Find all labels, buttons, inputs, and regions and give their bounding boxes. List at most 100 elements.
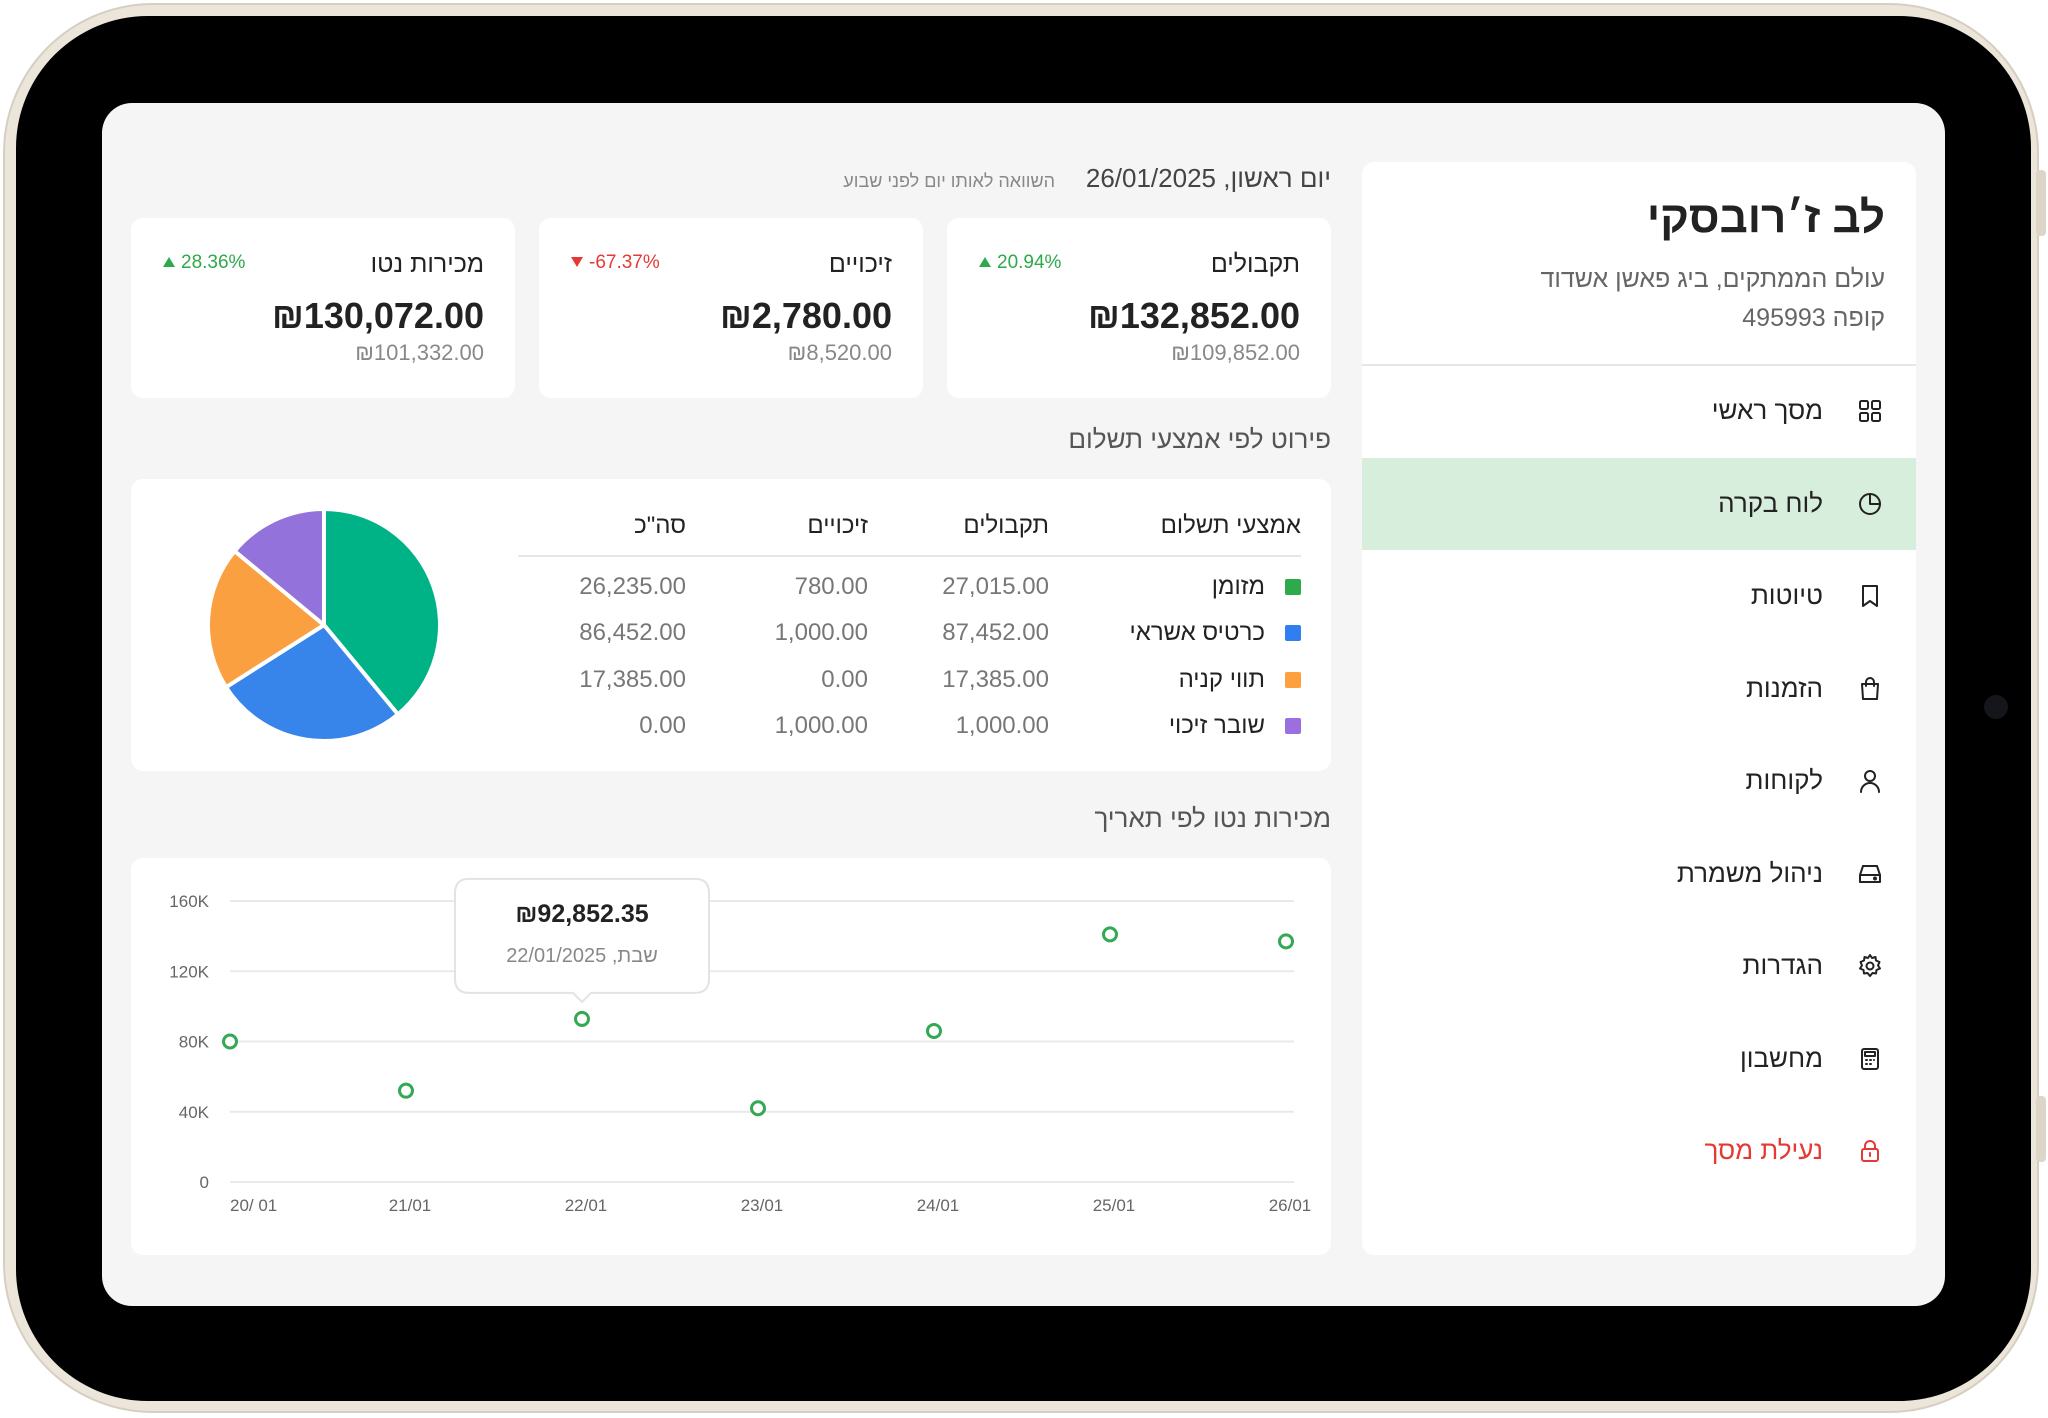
table-cell: 26,235.00 <box>579 573 686 600</box>
pie-slice <box>232 507 326 627</box>
menu-item[interactable]: ניהול משמרת <box>1362 828 1916 920</box>
table-cell: 1,000.00 <box>774 619 868 647</box>
y-tick-label: 80K <box>179 1033 210 1052</box>
menu-label: ניהול משמרת <box>1676 857 1823 888</box>
menu-item[interactable]: מסך ראשי <box>1362 365 1916 457</box>
menu-icon <box>1861 1140 1879 1162</box>
kpi-previous: ₪8,520.00 <box>787 340 892 365</box>
comparison-note: השוואה לאותו יום לפני שבוע <box>843 171 1055 191</box>
kpi-title: זיכויים <box>828 250 892 278</box>
data-point <box>1102 926 1118 943</box>
x-tick-label: 21/01 <box>389 1196 432 1215</box>
side-button <box>2036 170 2046 236</box>
payment-method: מזומן <box>1211 573 1265 600</box>
pie-slice <box>206 549 326 690</box>
table-divider <box>518 555 1301 557</box>
camera <box>1984 695 2008 719</box>
trend-arrow <box>979 257 991 267</box>
table-cell: 27,015.00 <box>942 573 1049 600</box>
y-tick-label: 40K <box>179 1103 210 1122</box>
menu-item[interactable]: לקוחות <box>1362 735 1916 827</box>
menu-label: לקוחות <box>1745 765 1823 795</box>
pie-chart <box>206 507 442 743</box>
payment-method: שובר זיכוי <box>1168 711 1265 739</box>
table-cell: 0.00 <box>639 711 686 739</box>
kpi-title: מכירות נטו <box>370 250 484 278</box>
menu-icon <box>1860 770 1880 793</box>
kpi-value: ₪132,852.00 <box>1088 295 1300 336</box>
data-point <box>926 1022 942 1039</box>
x-tick-label: 20/ 01 <box>230 1196 277 1215</box>
menu-label: טיוטות <box>1750 580 1823 610</box>
menu-item[interactable]: הגדרות <box>1362 920 1916 1012</box>
data-point <box>222 1033 238 1050</box>
divider <box>1362 364 1916 366</box>
data-point <box>398 1082 414 1099</box>
kpi-value: ₪130,072.00 <box>272 295 484 336</box>
section-title: פירוט לפי אמצעי תשלום <box>1068 424 1331 454</box>
line-chart: 0 40K 80K 120K 160K 20/ 01 21/01 22/01 23/01 24/0… <box>169 877 1312 1215</box>
table-cell: 17,385.00 <box>579 665 686 693</box>
legend-swatch <box>1285 671 1301 688</box>
tooltip-date: שבת, 22/01/2025 <box>506 945 658 967</box>
data-point <box>750 1100 766 1117</box>
section-title: מכירות נטו לפי תאריך <box>1094 803 1331 833</box>
menu-item[interactable]: נעילת מסך <box>1362 1105 1916 1197</box>
menu-icon <box>1859 954 1881 977</box>
menu-item[interactable]: טיוטות <box>1362 550 1916 642</box>
payment-method: תווי קניה <box>1178 665 1265 693</box>
y-tick-label: 160K <box>169 892 209 911</box>
kpi-card: מכירות נטו ₪130,072.00 ₪101,332.00 28.36% <box>131 218 515 398</box>
kpi-change: 28.36% <box>181 252 246 273</box>
kpi-change: -67.37% <box>589 252 660 273</box>
trend-arrow <box>163 257 175 267</box>
tooltip-box <box>454 877 710 1004</box>
menu-icon <box>1859 400 1881 422</box>
kpi-card: תקבולים ₪132,852.00 ₪109,852.00 20.94% <box>947 218 1331 398</box>
table-header: זיכויים <box>807 512 868 539</box>
register-id: קופה 495993 <box>1742 304 1885 332</box>
x-tick-label: 25/01 <box>1093 1196 1136 1215</box>
menu-icon <box>1861 1047 1879 1070</box>
table-header: אמצעי תשלום <box>1160 512 1301 539</box>
menu-label: הזמנות <box>1745 672 1823 703</box>
table-cell: 86,452.00 <box>579 619 686 647</box>
breakdown-card: אמצעי תשלום תקבולים זיכויים סה"כ מזומן 27,015… <box>131 479 1331 771</box>
table-cell: 780.00 <box>794 573 868 600</box>
pie-slice <box>224 623 400 743</box>
legend-swatch <box>1285 625 1301 642</box>
kpi-previous: ₪101,332.00 <box>355 340 484 365</box>
kpi-change: 20.94% <box>997 252 1062 273</box>
kpi-title: תקבולים <box>1210 250 1300 278</box>
sidebar: לב ז׳רובסקי עולם הממתקים, ביג פאשן אשדוד… <box>1362 162 1916 1255</box>
menu-item[interactable]: לוח בקרה <box>1362 457 1916 550</box>
chart-card: 0 40K 80K 120K 160K 20/ 01 21/01 22/01 23/01 24/0… <box>131 858 1331 1255</box>
y-tick-label: 120K <box>169 962 209 981</box>
tooltip-value: ₪92,852.35 <box>515 900 648 928</box>
menu-item[interactable]: מחשבון <box>1362 1013 1916 1105</box>
menu-label: נעילת מסך <box>1704 1135 1823 1165</box>
menu-label: הגדרות <box>1742 950 1824 980</box>
x-tick-label: 24/01 <box>917 1196 960 1215</box>
store-name: עולם הממתקים, ביג פאשן אשדוד <box>1540 265 1886 293</box>
table-cell: 1,000.00 <box>955 711 1049 739</box>
table-cell: 17,385.00 <box>942 665 1049 693</box>
table-header: סה"כ <box>634 512 686 539</box>
table-cell: 1,000.00 <box>774 711 868 739</box>
menu-icon <box>1861 676 1879 700</box>
x-tick-label: 23/01 <box>741 1196 784 1215</box>
legend-swatch <box>1285 579 1301 595</box>
kpi-value: ₪2,780.00 <box>720 295 892 336</box>
trend-arrow <box>571 257 583 267</box>
payment-method: כרטיס אשראי <box>1129 619 1265 647</box>
table-cell: 0.00 <box>821 665 868 693</box>
x-tick-label: 26/01 <box>1269 1196 1312 1215</box>
data-point <box>1278 933 1294 950</box>
menu-icon <box>1859 492 1881 515</box>
menu-item[interactable]: הזמנות <box>1362 643 1916 735</box>
user-name: לב ז׳רובסקי <box>1646 193 1885 242</box>
table-header: תקבולים <box>963 512 1049 539</box>
x-tick-label: 22/01 <box>565 1196 608 1215</box>
kpi-previous: ₪109,852.00 <box>1171 340 1300 365</box>
